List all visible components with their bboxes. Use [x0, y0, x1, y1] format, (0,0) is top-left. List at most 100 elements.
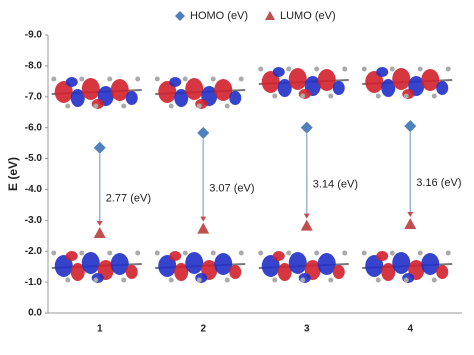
atom: [328, 277, 334, 283]
orbital-lobe: [169, 251, 182, 261]
atom: [417, 66, 423, 72]
y-tick-label: 0.0: [28, 308, 42, 319]
atom: [238, 76, 244, 82]
orbital-lobe: [436, 81, 449, 95]
atom: [107, 250, 113, 256]
legend-label: HOMO (eV): [190, 10, 248, 22]
atom: [272, 277, 278, 283]
atom: [445, 66, 451, 72]
molecule-image: [51, 76, 142, 109]
lumo-marker: [404, 218, 417, 230]
homo-marker: [404, 120, 417, 133]
arrow-head: [303, 213, 310, 219]
orbital-lobe: [376, 251, 389, 261]
orbital-lobe: [70, 89, 85, 107]
atom: [272, 93, 278, 99]
atom: [300, 277, 306, 283]
x-tick-label: 1: [97, 324, 103, 335]
orbital-lobe: [110, 79, 129, 101]
orbital-lobe: [185, 252, 204, 274]
atom: [286, 66, 292, 72]
orbital-lobe: [81, 252, 100, 274]
atom: [210, 250, 216, 256]
atom: [93, 103, 99, 109]
orbital-lobe: [365, 255, 384, 277]
atom: [135, 250, 141, 256]
orbital-lobe: [392, 68, 411, 90]
atom: [431, 277, 437, 283]
orbital-lobe: [125, 91, 138, 105]
orbital-lobe: [272, 251, 285, 261]
atom: [342, 250, 348, 256]
orbital-lobe: [392, 252, 411, 274]
homo-marker: [93, 141, 106, 154]
y-tick-label: -2.0: [25, 246, 43, 257]
atom: [79, 250, 85, 256]
atom: [182, 76, 188, 82]
molecule-image: [361, 250, 453, 283]
molecule-image: [154, 250, 246, 283]
molecule-image: [258, 66, 349, 99]
orbital-lobe: [169, 77, 182, 87]
orbital-lobe: [381, 79, 396, 97]
gap-annotation: 3.07 (eV): [209, 183, 254, 195]
atom: [314, 66, 320, 72]
orbital-lobe: [277, 263, 292, 281]
orbital-lobe: [185, 78, 204, 100]
orbital-lobe: [125, 265, 138, 279]
atom: [403, 277, 409, 283]
atom: [300, 93, 306, 99]
orbital-lobe: [332, 81, 345, 95]
orbital-lobe: [158, 255, 177, 277]
arrow-head: [407, 212, 414, 218]
atom: [107, 76, 113, 82]
orbital-lobe: [158, 81, 177, 103]
atom: [375, 277, 381, 283]
orbital-lobe: [436, 265, 449, 279]
orbital-lobe: [229, 91, 242, 105]
y-tick-label: -9.0: [25, 30, 43, 41]
atom: [224, 277, 230, 283]
orbital-lobe: [381, 263, 396, 281]
atom: [286, 250, 292, 256]
atom: [224, 103, 230, 109]
gap-annotation: 3.16 (eV): [416, 177, 461, 189]
atom: [417, 250, 423, 256]
orbital-lobe: [110, 253, 129, 275]
atom: [65, 103, 71, 109]
orbital-lobe: [365, 71, 384, 93]
atom: [328, 93, 334, 99]
orbital-lobe: [81, 78, 100, 100]
orbital-lobe: [65, 251, 78, 261]
molecule-image: [154, 76, 246, 109]
atom: [342, 66, 348, 72]
x-tick-label: 4: [407, 324, 413, 335]
orbital-lobe: [54, 81, 73, 103]
atom: [121, 277, 127, 283]
orbital-lobe: [288, 252, 307, 274]
atom: [154, 76, 160, 82]
atom: [431, 93, 437, 99]
y-tick-label: -4.0: [25, 184, 43, 195]
atom: [182, 250, 188, 256]
orbital-lobe: [261, 255, 280, 277]
atom: [168, 103, 174, 109]
x-tick-label: 2: [200, 324, 206, 335]
arrow-head: [200, 216, 207, 222]
atom: [196, 277, 202, 283]
atom: [196, 103, 202, 109]
orbital-lobe: [214, 79, 233, 101]
atom: [238, 250, 244, 256]
atom: [389, 250, 395, 256]
y-tick-label: -6.0: [25, 122, 43, 133]
homo-marker: [300, 121, 313, 134]
y-tick-label: -3.0: [25, 215, 43, 226]
orbital-lobe: [317, 253, 336, 275]
atom: [79, 76, 85, 82]
arrow-head: [96, 220, 103, 226]
y-tick-label: -8.0: [25, 61, 43, 72]
homo-marker: [197, 126, 210, 139]
orbital-lobe: [261, 71, 280, 93]
gap-annotation: 2.77 (eV): [106, 192, 151, 204]
